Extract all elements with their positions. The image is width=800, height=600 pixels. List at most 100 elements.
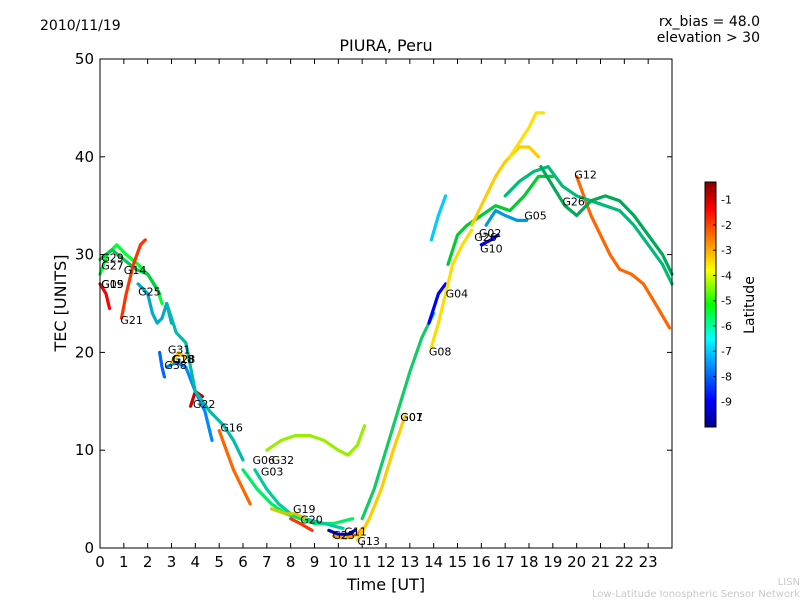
- series-line-g10: [479, 233, 500, 247]
- x-tick-label: 20: [567, 553, 586, 571]
- x-tick-label: 22: [615, 553, 634, 571]
- satellite-label: G11: [344, 525, 367, 538]
- x-tick-label: 7: [262, 553, 272, 571]
- satellite-label: G13: [357, 535, 380, 548]
- x-axis-label: Time [UT]: [346, 575, 425, 594]
- x-tick-label: 5: [214, 553, 224, 571]
- series-line-g23: [327, 528, 357, 536]
- x-tick-label: 12: [376, 553, 395, 571]
- x-tick-label: 11: [353, 553, 372, 571]
- series-line-g38: [165, 360, 214, 442]
- series-line-track-27: [508, 111, 545, 159]
- satellite-label: G20: [300, 514, 323, 527]
- satellite-label: G09: [101, 278, 124, 291]
- colorbar: -1 -2 -3 -4 -5 -6 -7 -8 -9: [704, 181, 732, 428]
- colorbar-tick-label: -2: [721, 219, 732, 232]
- colorbar-tick-label: -8: [721, 370, 732, 383]
- series-line-g20: [289, 517, 314, 532]
- x-tick-label: 8: [286, 553, 296, 571]
- y-tick-label: 50: [75, 50, 94, 68]
- series-line-g21: [119, 238, 147, 320]
- colorbar-tick-label: -1: [721, 194, 732, 207]
- colorbar-tick-label: -4: [721, 269, 732, 282]
- satellite-label: G14: [124, 264, 147, 277]
- satellite-label: G05: [524, 209, 547, 222]
- x-tick-label: 3: [167, 553, 177, 571]
- x-tick-label: 6: [238, 553, 248, 571]
- satellite-label: G16: [220, 422, 243, 435]
- colorbar-tick-label: -7: [721, 345, 732, 358]
- series-line-g13: [355, 414, 407, 542]
- colorbar-tick-label: -5: [721, 295, 732, 308]
- colorbar-gradient: [704, 181, 717, 428]
- y-tick-label: 0: [84, 539, 94, 557]
- satellite-label: G31: [168, 343, 191, 356]
- series-line-g31: [158, 350, 166, 379]
- colorbar-tick-label: -3: [721, 244, 732, 257]
- satellite-label: G19: [293, 503, 316, 516]
- series-line-g19: [270, 507, 307, 521]
- x-tick-label: 0: [95, 553, 105, 571]
- series-line-track-28: [539, 165, 674, 276]
- series-line-g04: [427, 282, 448, 325]
- satellite-label: G07: [400, 411, 423, 424]
- x-tick-label: 23: [639, 553, 658, 571]
- series-line-g14: [98, 248, 162, 296]
- satellite-label: G06: [253, 454, 276, 467]
- x-tick-label: 21: [591, 553, 610, 571]
- series-line-g29: [98, 282, 112, 310]
- footer-lisn: LISN: [777, 577, 800, 588]
- series-line-track-30: [265, 424, 367, 457]
- satellite-label: G25: [138, 286, 161, 299]
- y-tick-label: 40: [75, 148, 94, 166]
- colorbar-tick-label: -6: [721, 320, 732, 333]
- series-line-g05: [484, 209, 529, 227]
- chart-title: PIURA, Peru: [339, 36, 433, 55]
- x-tick-label: 9: [310, 553, 320, 571]
- x-tick-label: 18: [519, 553, 538, 571]
- series-line-g08: [429, 228, 474, 350]
- satellite-label: G01: [400, 411, 423, 424]
- satellite-label: G38: [164, 359, 187, 372]
- series-line-track-29: [429, 194, 448, 242]
- satellite-label: G15: [101, 278, 124, 291]
- series-line-track-26: [503, 165, 674, 286]
- satellite-label: G22: [193, 398, 216, 411]
- y-axis-label: TEC [UNITS]: [51, 255, 70, 353]
- satellite-label: G21: [120, 314, 143, 327]
- satellite-label: G32: [272, 454, 295, 467]
- satellite-label: G26: [474, 231, 497, 244]
- x-tick-label: 16: [472, 553, 491, 571]
- series-line-g11: [332, 526, 364, 540]
- x-tick-label: 10: [329, 553, 348, 571]
- satellite-label: G10: [480, 243, 503, 256]
- satellite-label: G08: [429, 345, 452, 358]
- date-label: 2010/11/19: [40, 18, 121, 34]
- series-line-g16: [165, 301, 245, 462]
- x-tick-label: 19: [543, 553, 562, 571]
- satellite-label: G23: [332, 529, 355, 542]
- series-line-g02: [446, 174, 555, 266]
- satellite-label: G18: [172, 353, 195, 366]
- x-tick-label: 1: [119, 553, 129, 571]
- y-tick-label: 10: [75, 441, 94, 459]
- x-tick-label: 4: [191, 553, 201, 571]
- satellite-label: G02: [479, 227, 502, 240]
- satellite-label: G03: [261, 466, 284, 479]
- elevation-label: elevation > 30: [656, 30, 760, 46]
- x-tick-label: 15: [448, 553, 467, 571]
- axes: 0 1 2 3 4 5 6 7 8 9 10 11 12 13 14 15 16 17 18 19 20 21 22 2301…: [75, 50, 673, 571]
- colorbar-tick-label: -9: [721, 396, 732, 409]
- x-tick-label: 13: [400, 553, 419, 571]
- series-line-g26: [470, 145, 541, 227]
- satellite-label: G12: [574, 168, 597, 181]
- satellite-label: G04: [446, 288, 469, 301]
- satellite-label: G26: [562, 196, 585, 209]
- y-tick-label: 20: [75, 343, 94, 361]
- satellite-label: G27: [101, 259, 124, 272]
- x-tick-label: 2: [143, 553, 153, 571]
- series-line-g18: [169, 350, 188, 364]
